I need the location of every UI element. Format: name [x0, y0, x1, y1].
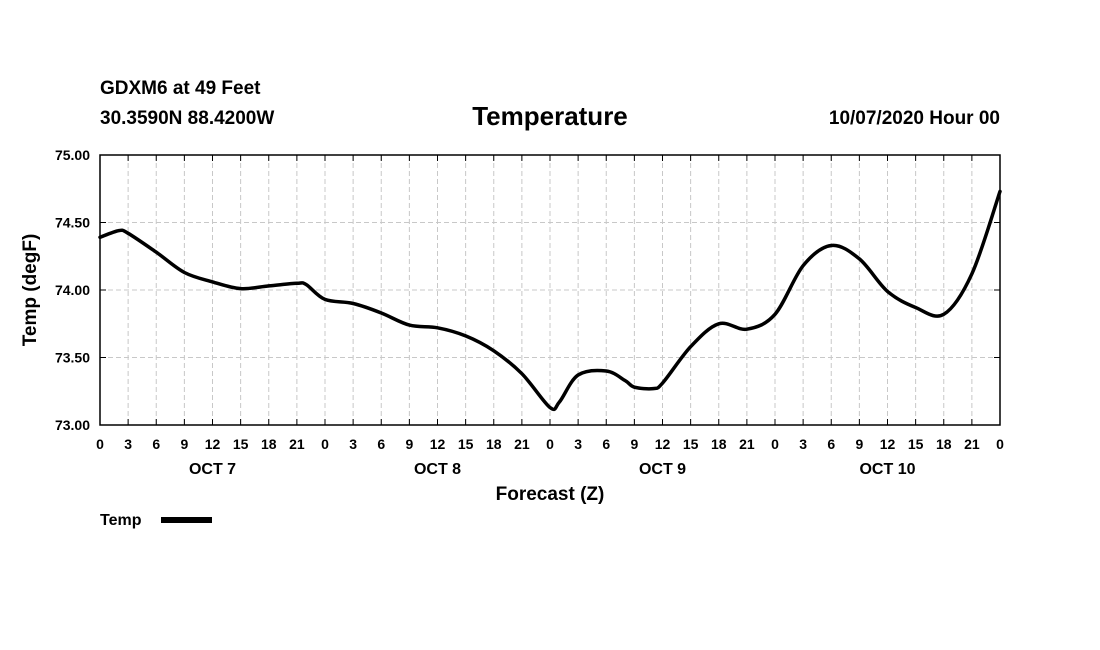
y-tick-label: 74.00 [55, 282, 90, 298]
x-tick-label: 9 [855, 436, 863, 452]
x-tick-label: 21 [289, 436, 305, 452]
x-tick-label: 15 [458, 436, 474, 452]
y-axis-label: Temp (degF) [20, 234, 41, 347]
day-label: OCT 7 [189, 461, 236, 478]
x-tick-label: 9 [405, 436, 413, 452]
temp-series-line [98, 189, 1002, 412]
x-tick-labels: 0 3 6 9 12 15 18 21 0 3 6 9 12 15 18 21 0 3 6 9 12 15 18 21 0 3 6 9… [96, 436, 1004, 452]
x-tick-label: 12 [655, 436, 671, 452]
legend-label: Temp [100, 512, 142, 529]
day-label: OCT 9 [639, 461, 686, 478]
y-tick-label: 73.50 [55, 350, 90, 366]
x-tick-label: 21 [964, 436, 980, 452]
x-tick-label: 9 [630, 436, 638, 452]
x-tick-label: 21 [514, 436, 530, 452]
x-tick-label: 3 [124, 436, 132, 452]
x-axis-label: Forecast (Z) [496, 484, 605, 505]
x-tick-label: 12 [430, 436, 446, 452]
x-tick-label: 15 [908, 436, 924, 452]
y-tick-label: 73.00 [55, 417, 90, 433]
y-tick-label: 74.50 [55, 215, 90, 231]
station-label: GDXM6 at 49 Feet [100, 78, 261, 99]
series-layer [98, 189, 1002, 412]
x-tick-label: 12 [205, 436, 221, 452]
y-tick-label: 75.00 [55, 147, 90, 163]
x-tick-label: 18 [711, 436, 727, 452]
x-tick-label: 15 [683, 436, 699, 452]
day-label: OCT 10 [859, 461, 915, 478]
x-tick-label: 15 [233, 436, 249, 452]
x-tick-label: 0 [771, 436, 779, 452]
x-tick-label: 18 [261, 436, 277, 452]
x-tick-label: 21 [739, 436, 755, 452]
day-labels: OCT 7 OCT 8 OCT 9 OCT 10 [189, 461, 916, 478]
x-tick-label: 3 [349, 436, 357, 452]
location-label: 30.3590N 88.4200W [100, 108, 274, 129]
plot-frame [99, 154, 1001, 426]
x-tick-label: 6 [602, 436, 610, 452]
x-tick-label: 9 [180, 436, 188, 452]
x-tick-label: 6 [827, 436, 835, 452]
legend: Temp [100, 512, 212, 529]
forecast-datetime: 10/07/2020 Hour 00 [829, 108, 1000, 129]
y-tick-labels: 73.00 73.50 74.00 74.50 75.00 [55, 147, 90, 433]
x-tick-label: 18 [486, 436, 502, 452]
x-tick-label: 0 [546, 436, 554, 452]
x-tick-label: 3 [799, 436, 807, 452]
x-tick-label: 6 [152, 436, 160, 452]
x-tick-label: 12 [880, 436, 896, 452]
chart-title: Temperature [472, 101, 628, 131]
x-tick-label: 0 [321, 436, 329, 452]
x-tick-label: 18 [936, 436, 952, 452]
x-tick-label: 0 [96, 436, 104, 452]
gridlines [100, 155, 1000, 425]
x-tick-label: 3 [574, 436, 582, 452]
x-tick-label: 6 [377, 436, 385, 452]
x-tick-label: 0 [996, 436, 1004, 452]
day-label: OCT 8 [414, 461, 461, 478]
